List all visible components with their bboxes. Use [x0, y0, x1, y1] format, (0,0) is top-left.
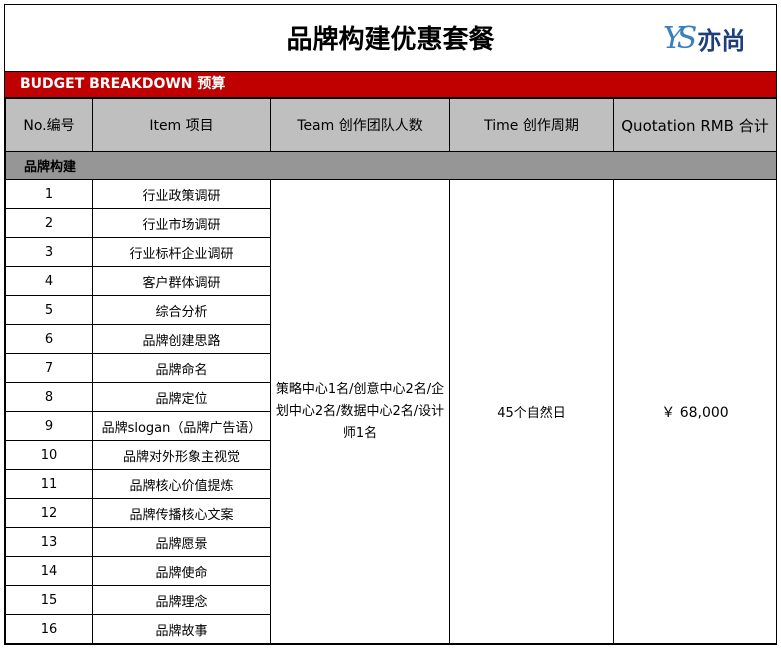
table-row: 9 品牌slogan（品牌广告语） [5, 411, 777, 441]
logo: YS 亦尚 [663, 21, 745, 56]
row-item: 客户群体调研 [92, 266, 271, 296]
table-row: 11 品牌核心价值提炼 [5, 469, 777, 499]
page-title: 品牌构建优惠套餐 [286, 25, 495, 55]
row-no: 6 [5, 324, 93, 354]
row-no: 16 [5, 614, 93, 644]
row-item: 品牌传播核心文案 [92, 498, 271, 528]
row-no: 2 [5, 208, 93, 238]
row-item: 行业标杆企业调研 [92, 237, 271, 267]
row-item: 品牌愿景 [92, 527, 271, 557]
row-no: 5 [5, 295, 93, 325]
table-row: 8 品牌定位 [5, 382, 777, 412]
row-no: 15 [5, 585, 93, 615]
row-no: 11 [5, 469, 93, 499]
table-row: 6 品牌创建思路 [5, 324, 777, 354]
section-label: 品牌构建 [5, 151, 777, 180]
time-cell: 45个自然日 [449, 179, 614, 644]
table-row: 16 品牌故事 [5, 614, 777, 644]
row-no: 12 [5, 498, 93, 528]
table-row: 3 行业标杆企业调研 [5, 237, 777, 267]
table-row: 4 客户群体调研 [5, 266, 777, 296]
row-item: 品牌理念 [92, 585, 271, 615]
section-row: 品牌构建 [5, 151, 777, 180]
row-item: 品牌定位 [92, 382, 271, 412]
budget-sheet: 品牌构建优惠套餐 YS 亦尚 BUDGET BREAKDOWN 预算 No.编号… [4, 4, 777, 645]
row-no: 13 [5, 527, 93, 557]
row-item: 品牌核心价值提炼 [92, 469, 271, 499]
table-row: 14 品牌使命 [5, 556, 777, 586]
row-no: 7 [5, 353, 93, 383]
row-no: 8 [5, 382, 93, 412]
row-item: 品牌命名 [92, 353, 271, 383]
budget-band: BUDGET BREAKDOWN 预算 [5, 71, 776, 98]
header-row: No.编号 Item 项目 Team 创作团队人数 Time 创作周期 Quot… [5, 98, 777, 152]
row-no: 14 [5, 556, 93, 586]
table-row: 5 综合分析 [5, 295, 777, 325]
header-time: Time 创作周期 [449, 98, 614, 152]
header-item: Item 项目 [92, 98, 271, 152]
table-row: 7 品牌命名 [5, 353, 777, 383]
row-item: 品牌故事 [92, 614, 271, 644]
row-item: 行业政策调研 [92, 179, 271, 209]
header-no: No.编号 [5, 98, 93, 152]
logo-mark-icon: YS [663, 21, 697, 56]
table-row: 12 品牌传播核心文案 [5, 498, 777, 528]
row-no: 10 [5, 440, 93, 470]
row-no: 1 [5, 179, 93, 209]
row-no: 4 [5, 266, 93, 296]
header-team: Team 创作团队人数 [270, 98, 450, 152]
logo-text: 亦尚 [697, 27, 746, 55]
row-no: 3 [5, 237, 93, 267]
title-row: 品牌构建优惠套餐 YS 亦尚 [5, 5, 776, 71]
budget-table: No.编号 Item 项目 Team 创作团队人数 Time 创作周期 Quot… [5, 98, 777, 644]
row-item: 品牌使命 [92, 556, 271, 586]
table-row: 1 行业政策调研 策略中心1名/创意中心2名/企划中心2名/数据中心2名/设计师1名… [5, 179, 777, 644]
row-item: 行业市场调研 [92, 208, 271, 238]
team-cell: 策略中心1名/创意中心2名/企划中心2名/数据中心2名/设计师1名 [270, 179, 450, 644]
table-row: 13 品牌愿景 [5, 527, 777, 557]
quote-cell: ￥ 68,000 [613, 179, 777, 644]
row-no: 9 [5, 411, 93, 441]
row-item: 品牌创建思路 [92, 324, 271, 354]
table-row: 10 品牌对外形象主视觉 [5, 440, 777, 470]
row-item: 综合分析 [92, 295, 271, 325]
table-row: 15 品牌理念 [5, 585, 777, 615]
header-quote: Quotation RMB 合计 [613, 98, 777, 152]
row-item: 品牌对外形象主视觉 [92, 440, 271, 470]
row-item: 品牌slogan（品牌广告语） [92, 411, 271, 441]
